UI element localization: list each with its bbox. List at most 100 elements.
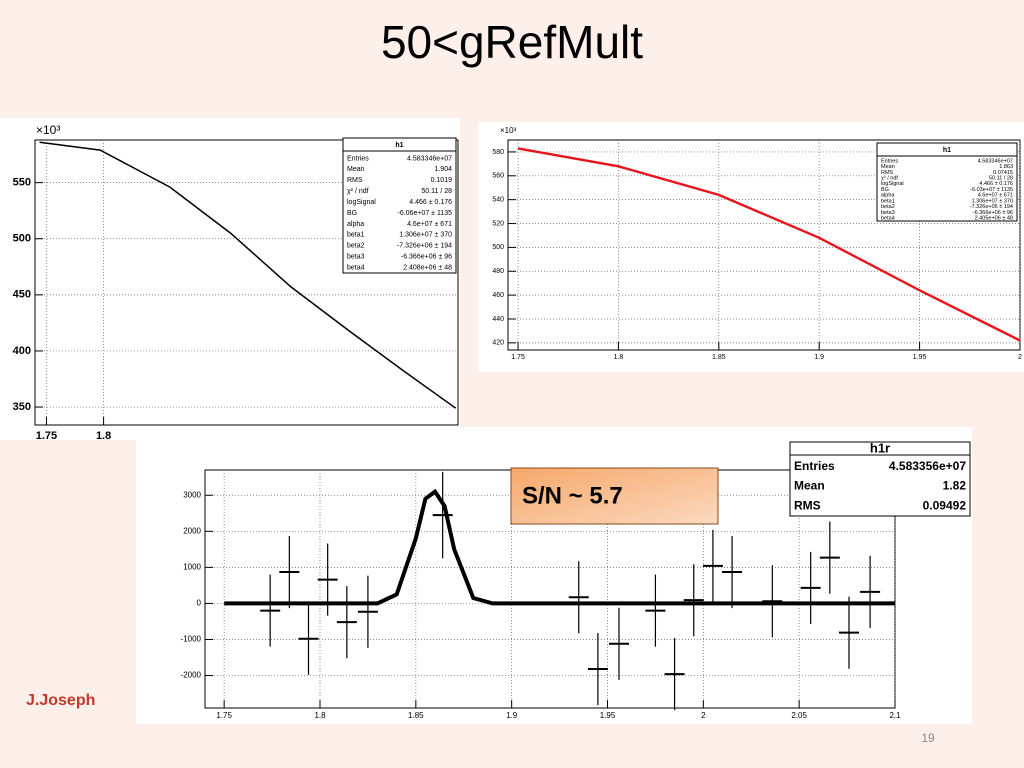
error-point [587, 632, 608, 706]
x-tick-label: 1.8 [614, 354, 624, 361]
error-point [683, 564, 704, 637]
stats-label: beta1 [347, 232, 365, 239]
slide-title: 50<gRefMult [381, 16, 643, 68]
stats-label: logSignal [881, 181, 904, 187]
stats-value: 4.6e+07 ± 671 [407, 221, 452, 228]
y-tick-label: 450 [13, 289, 31, 301]
series-line [517, 147, 1021, 342]
y-tick-label: 540 [492, 197, 504, 204]
stats-value: -6.03e+07 ± 1135 [970, 187, 1013, 193]
error-point [645, 574, 666, 647]
x-tick-label: 1.8 [96, 430, 111, 442]
y-tick-label: 460 [492, 292, 504, 299]
x-tick-label: 1.9 [506, 711, 518, 720]
stats-label: beta3 [347, 253, 365, 260]
error-point [819, 521, 840, 594]
error-point [664, 638, 685, 711]
stats-label: alpha [347, 221, 364, 228]
error-point [432, 471, 453, 559]
stats-value: 0.09492 [923, 498, 967, 512]
stats-value: 4.466 ± 0.176 [979, 181, 1013, 187]
x-tick-label: 1.75 [36, 430, 57, 442]
x-tick-label: 1.75 [511, 354, 525, 361]
x-tick-label: 2 [1018, 354, 1022, 361]
stats-value: 1.306e+07 ± 370 [972, 198, 1013, 204]
stats-value: 1.904 [434, 166, 452, 173]
x-tick-label: 1.85 [408, 711, 424, 720]
author: J.Joseph [26, 692, 95, 709]
page-number: 19 [921, 731, 935, 745]
stats-label: beta1 [881, 198, 895, 204]
stats-label: Entries [794, 459, 835, 473]
stats-value: 4.6e+07 ± 671 [978, 193, 1013, 199]
stats-label: logSignal [347, 199, 376, 206]
series-line [39, 141, 457, 409]
x-tick-label: 1.8 [314, 711, 326, 720]
y-tick-label: 520 [492, 220, 504, 227]
y-tick-label: 420 [492, 340, 504, 347]
axis-multiplier: ×10³ [500, 126, 517, 135]
stats-value: 4.583346e+07 [407, 155, 452, 162]
y-tick-label: 500 [13, 233, 31, 245]
stats-label: beta4 [881, 216, 895, 222]
stats-value: 0.1019 [431, 177, 453, 184]
error-point [609, 607, 629, 680]
stats-label: RMS [794, 498, 821, 512]
stats-value: 1.863 [999, 164, 1013, 170]
error-point [260, 574, 281, 647]
error-point [568, 561, 589, 634]
stats-value: 1.306e+07 ± 370 [399, 232, 452, 239]
y-tick-label: 0 [197, 599, 202, 608]
stats-box [342, 137, 457, 274]
x-tick-label: 1.95 [600, 711, 616, 720]
stats-label: BG [347, 210, 357, 217]
error-point [839, 596, 859, 669]
x-tick-label: 1.95 [913, 354, 927, 361]
stats-value: 4.583356e+07 [889, 459, 966, 473]
stats-label: Mean [794, 479, 825, 493]
x-tick-label: 1.85 [712, 354, 726, 361]
stats-label: χ² / ndf [347, 188, 369, 195]
error-point [279, 535, 300, 609]
x-tick-label: 1.75 [216, 711, 232, 720]
stats-label: Entries [881, 158, 898, 164]
error-point [800, 551, 821, 624]
stats-value: 2.405e+06 ± 48 [975, 216, 1013, 222]
y-tick-label: 580 [492, 149, 504, 156]
stats-value: 2.408e+06 ± 48 [403, 264, 452, 271]
stats-label: beta4 [347, 264, 365, 271]
y-tick-label: 1000 [183, 562, 201, 571]
y-tick-label: -1000 [181, 635, 202, 644]
y-tick-label: 560 [492, 173, 504, 180]
stats-label: BG [881, 187, 889, 193]
charts: 350 400 450 500 550 1.75 1.8 ×10³ h1 Entries 4.583… [0, 118, 1024, 724]
y-tick-label: 440 [492, 316, 504, 323]
stats-value: -6.06e+07 ± 1135 [397, 210, 452, 217]
annotation-box [510, 467, 719, 525]
stats-box [789, 441, 971, 517]
stats-value: 0.07415 [993, 170, 1013, 176]
stats-value: 50.11 / 28 [421, 188, 452, 195]
x-tick-label: 2.05 [791, 711, 807, 720]
x-tick-label: 2 [701, 711, 706, 720]
stats-label: beta2 [881, 204, 895, 210]
stats-value: -6.366e+06 ± 96 [973, 210, 1013, 216]
stats-label: Entries [347, 155, 369, 162]
stats-value: -7.326e+06 ± 194 [970, 204, 1013, 210]
x-tick-label: 1.9 [814, 354, 824, 361]
stats-title: h1 [943, 147, 951, 154]
x-tick-label: 2.1 [889, 711, 901, 720]
stats-value: 50.11 / 28 [989, 175, 1013, 181]
error-point [336, 586, 357, 659]
annotation: S/N ~ 5.7 [522, 482, 623, 509]
stats-label: χ² / ndf [881, 175, 898, 181]
stats-label: Mean [347, 166, 365, 173]
y-tick-label: 400 [13, 345, 31, 357]
error-point [860, 555, 881, 628]
y-tick-label: 550 [13, 177, 31, 189]
y-tick-label: 3000 [183, 490, 201, 499]
y-tick-label: 500 [492, 244, 504, 251]
error-point [298, 602, 319, 675]
error-point [702, 529, 723, 602]
